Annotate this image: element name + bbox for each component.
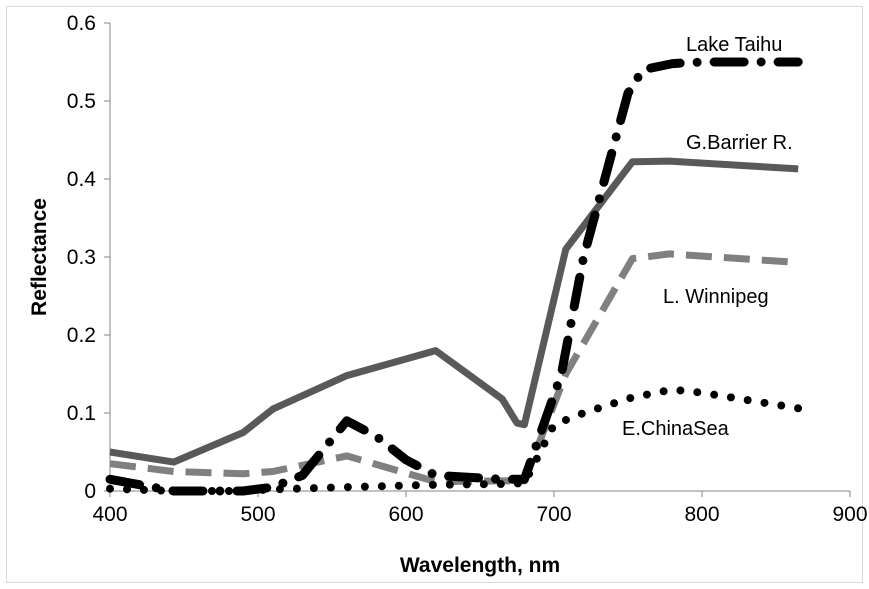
series-label: L. Winnipeg [663, 286, 769, 308]
y-tick-label: 0.4 [67, 168, 97, 191]
x-axis-title: Wavelength, nm [400, 554, 560, 577]
x-tick-label: 600 [388, 503, 423, 526]
x-tick-label: 700 [536, 503, 571, 526]
y-tick-label: 0 [84, 480, 96, 503]
y-tick-label: 0.3 [67, 246, 96, 269]
series-label: G.Barrier R. [686, 132, 793, 154]
series-line-e-chinasea [106, 385, 803, 495]
series-labels: Lake Taihu G.Barrier R. L. Winnipeg E.China… [622, 34, 793, 440]
y-tick-label: 0.2 [67, 324, 96, 347]
x-tick-label: 500 [240, 503, 275, 526]
y-ticks: 0 0.1 0.2 0.3 0.4 0.5 0.6 [67, 12, 110, 503]
series-label: Lake Taihu [686, 34, 782, 56]
axes: 400 500 600 700 800 900 0 0.1 0.2 0.3 0.4 0.5 0.6 [67, 12, 868, 526]
x-tick-label: 900 [832, 503, 867, 526]
x-tick-label: 800 [684, 503, 719, 526]
y-tick-label: 0.6 [67, 12, 96, 35]
y-axis-title: Reflectance [28, 198, 51, 316]
chart-frame [6, 6, 863, 583]
series-line-g-barrier-r [109, 157, 799, 466]
x-ticks: 400 500 600 700 800 900 [92, 491, 868, 526]
series-layer [105, 57, 803, 496]
series-label: E.ChinaSea [622, 418, 730, 440]
y-tick-label: 0.1 [67, 402, 96, 425]
y-tick-label: 0.5 [67, 90, 96, 113]
x-tick-label: 400 [92, 503, 127, 526]
